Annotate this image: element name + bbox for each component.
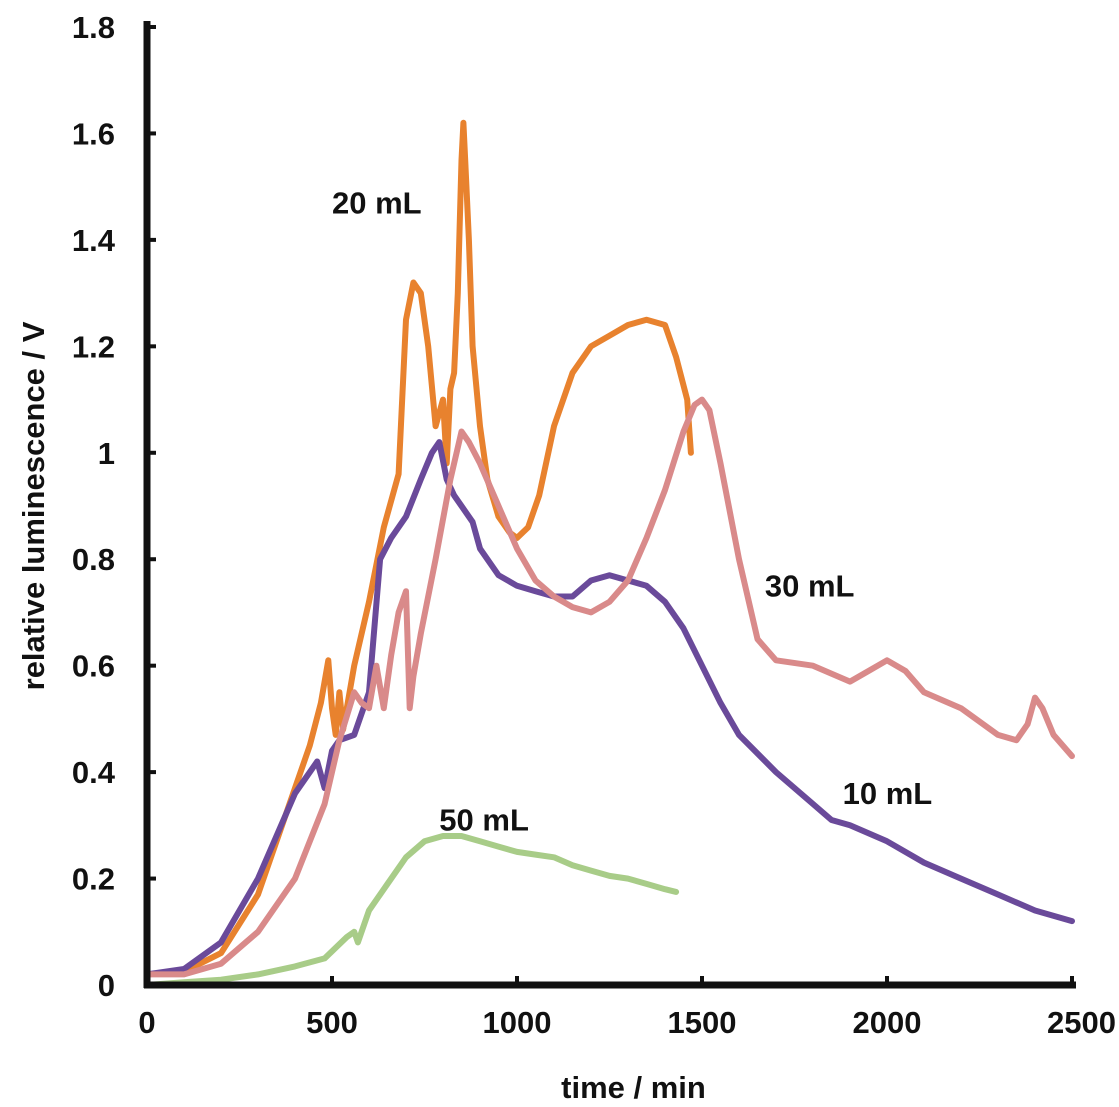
x-tick-label: 1500 — [668, 1005, 737, 1040]
series-label-20-ml: 20 mL — [332, 185, 422, 220]
y-tick-label: 1.4 — [72, 223, 116, 258]
x-tick-label: 1000 — [483, 1005, 552, 1040]
y-tick-label: 0 — [98, 968, 115, 1003]
x-axis-title: time / min — [561, 1070, 706, 1105]
y-tick-label: 1.8 — [72, 10, 115, 45]
y-tick-label: 0.4 — [72, 755, 116, 790]
y-tick-label: 1.2 — [72, 329, 115, 364]
y-tick-label: 1.6 — [72, 116, 115, 151]
axis-ticks: 0 0.2 0.4 0.6 0.8 1 1.2 1.4 1.6 1.8 0 500 1000 1500 20… — [72, 10, 1116, 1040]
series-line-20-ml — [144, 119, 694, 978]
series-label-10-ml: 10 mL — [843, 776, 933, 811]
y-tick-label: 1 — [98, 436, 115, 471]
y-axis-title: relative luminescence / V — [16, 321, 51, 690]
y-tick-label: 0.8 — [72, 542, 115, 577]
x-tick-label: 2500 — [1047, 1005, 1116, 1040]
x-tick-label: 0 — [138, 1005, 155, 1040]
series-labels: 20 mL 10 mL 30 mL 50 mL — [332, 185, 932, 837]
series-line-30-ml — [144, 396, 1075, 978]
x-tick-label: 2000 — [853, 1005, 922, 1040]
series-label-30-ml: 30 mL — [765, 568, 855, 603]
series-line-50-ml — [144, 833, 680, 988]
plot-series — [144, 119, 1075, 988]
y-tick-label: 0.6 — [72, 649, 115, 684]
x-tick-label: 500 — [306, 1005, 358, 1040]
series-label-50-ml: 50 mL — [439, 803, 529, 838]
y-tick-label: 0.2 — [72, 862, 115, 897]
